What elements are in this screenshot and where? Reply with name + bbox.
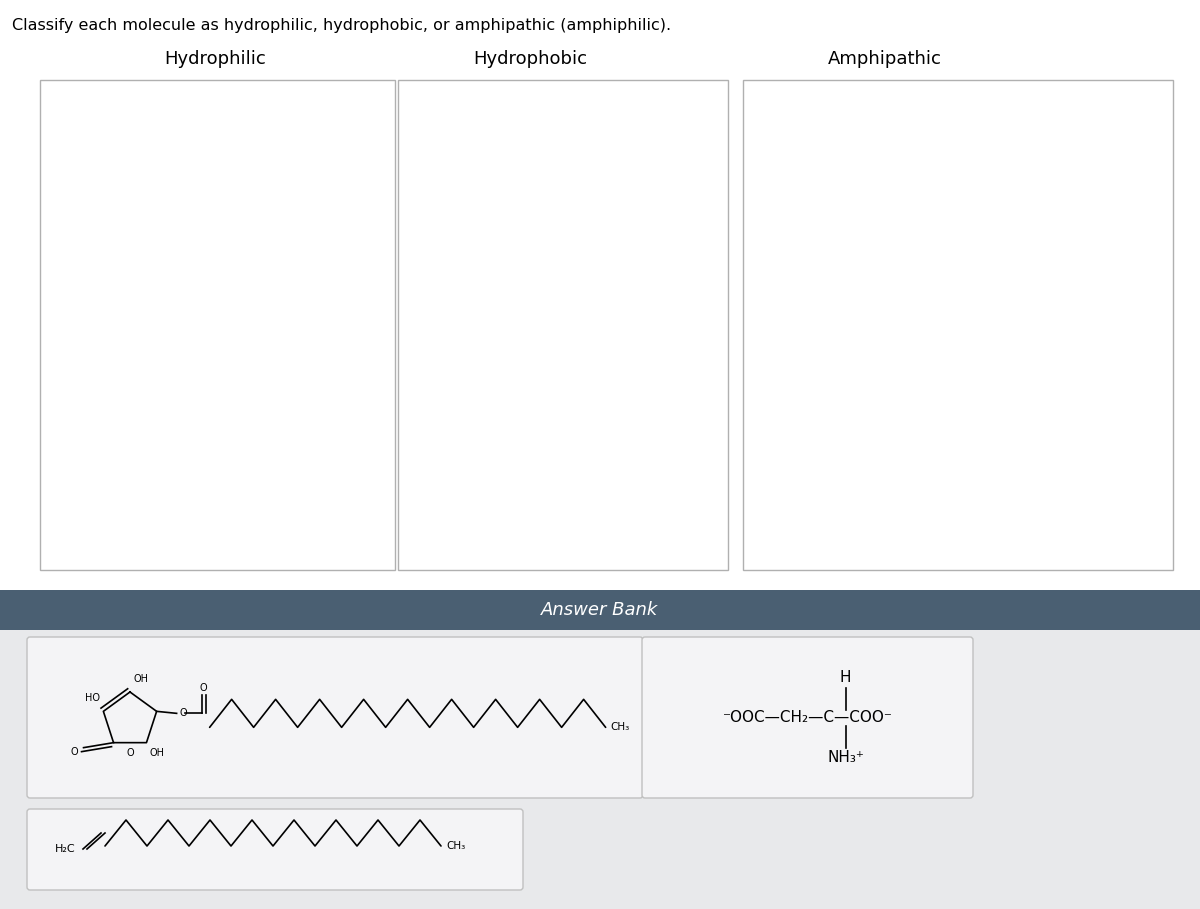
Text: O: O	[200, 684, 208, 694]
Text: NH₃⁺: NH₃⁺	[827, 750, 864, 764]
Text: OH: OH	[150, 747, 164, 758]
Text: CH₃: CH₃	[611, 723, 630, 733]
Text: Amphipathic: Amphipathic	[828, 50, 942, 68]
Text: O: O	[180, 708, 187, 718]
FancyBboxPatch shape	[642, 637, 973, 798]
FancyBboxPatch shape	[28, 809, 523, 890]
Bar	[40, 80, 395, 570]
Text: H₂C: H₂C	[55, 844, 76, 854]
Text: O: O	[71, 746, 78, 756]
Text: OH: OH	[133, 674, 148, 684]
Bar	[0, 590, 1200, 630]
Text: O: O	[126, 747, 134, 758]
Text: Hydrophobic: Hydrophobic	[473, 50, 587, 68]
Text: ⁻OOC—CH₂—C—COO⁻: ⁻OOC—CH₂—C—COO⁻	[722, 710, 893, 725]
Text: Answer Bank: Answer Bank	[541, 601, 659, 619]
Bar	[398, 80, 728, 570]
Bar	[743, 80, 1174, 570]
FancyBboxPatch shape	[28, 637, 643, 798]
Text: CH₃: CH₃	[446, 841, 466, 851]
Text: H: H	[840, 671, 851, 685]
Text: Hydrophilic: Hydrophilic	[164, 50, 266, 68]
Text: Classify each molecule as hydrophilic, hydrophobic, or amphipathic (amphiphilic): Classify each molecule as hydrophilic, h…	[12, 18, 671, 33]
Text: HO: HO	[85, 694, 101, 704]
Bar	[0, 630, 1200, 909]
